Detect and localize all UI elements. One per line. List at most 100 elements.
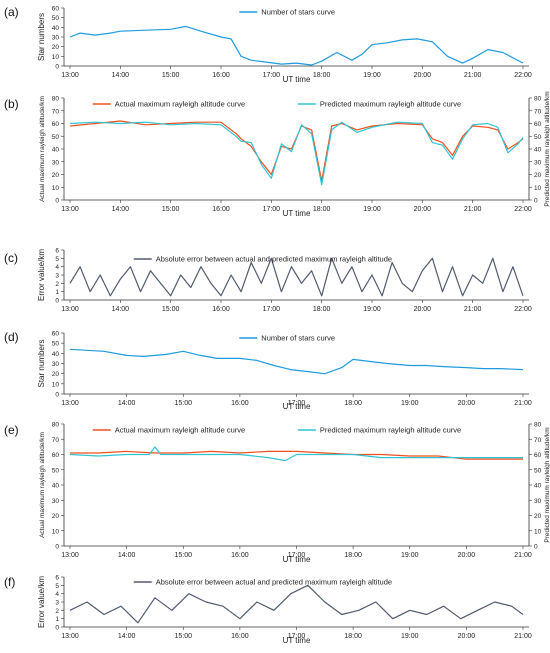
- x-tick-label: 15:00: [162, 306, 180, 313]
- y-tick-label: 0: [55, 298, 59, 305]
- y-right-tick-label: 20: [534, 513, 542, 520]
- y-right-tick-label: 80: [534, 96, 542, 103]
- x-tick-label: 18:00: [344, 633, 362, 640]
- y-axis-title: Error value/km: [37, 576, 46, 628]
- x-tick-label: 21:00: [464, 306, 482, 313]
- panel-4: 0 10 20 30 40 50 60 70 80 0 10 20 30 40 50 60 70 80 13:00 1…: [4, 422, 550, 565]
- x-tick-label: 14:00: [112, 72, 130, 79]
- y-tick-label: 70: [52, 437, 60, 444]
- y-tick-label: 30: [52, 159, 60, 166]
- x-tick-label: 20:00: [414, 306, 432, 313]
- x-tick-label: 21:00: [464, 206, 482, 213]
- panel-label: (d): [4, 330, 19, 344]
- panel-5: 0 123 456 13:00 14:00 15:00 16:00 17:00 18:00 19:…: [4, 575, 532, 646]
- panel-label: (a): [4, 5, 19, 19]
- y-tick-label: 20: [52, 172, 60, 179]
- y-right-tick-label: 20: [534, 172, 542, 179]
- legend-label: Actual maximum rayleigh altitude curve: [115, 100, 245, 109]
- y-axis-right-title: Predicted maximum rayleigh altitude/km: [544, 427, 550, 542]
- y-right-tick-label: 40: [534, 147, 542, 154]
- x-tick-label: 14:00: [118, 633, 136, 640]
- y-tick-label: 20: [52, 513, 60, 520]
- y-tick-label: 40: [52, 147, 60, 154]
- x-tick-label: 17:00: [263, 306, 281, 313]
- panel-0: 0 10 20 30 40 50 60 13:00 14:00 15:00 16:00 17:00 18…: [4, 5, 532, 84]
- legend-label: Number of stars curve: [261, 334, 335, 343]
- y-right-tick-label: 40: [534, 483, 542, 490]
- x-tick-label: 17:00: [288, 633, 306, 640]
- y-tick-label: 60: [52, 331, 60, 338]
- x-tick-label: 14:00: [112, 306, 130, 313]
- x-tick-label: 17:00: [263, 72, 281, 79]
- x-axis-title: UT time: [283, 636, 311, 645]
- legend-label: Actual maximum rayleigh altitude curve: [115, 426, 245, 435]
- x-tick-label: 13:00: [61, 206, 79, 213]
- x-tick-label: 15:00: [162, 72, 180, 79]
- y-tick-label: 10: [52, 54, 60, 61]
- y-axis-title: Star numbers: [37, 339, 46, 387]
- y-tick-label: 10: [52, 381, 60, 388]
- y-tick-label: 3: [55, 600, 59, 607]
- y-tick-label: 6: [55, 248, 59, 255]
- y-right-tick-label: 10: [534, 528, 542, 535]
- x-tick-label: 16:00: [231, 633, 249, 640]
- x-tick-label: 17:00: [288, 400, 306, 407]
- y-tick-label: 1: [55, 616, 59, 623]
- y-right-tick-label: 60: [534, 452, 542, 459]
- series-line: [69, 257, 524, 297]
- x-tick-label: 18:00: [313, 306, 331, 313]
- x-tick-label: 15:00: [174, 400, 192, 407]
- x-tick-label: 21:00: [514, 400, 532, 407]
- x-tick-label: 13:00: [61, 633, 79, 640]
- x-tick-label: 13:00: [61, 72, 79, 79]
- panel-3: 0 10 20 30 40 50 60 13:00 14:00 15:00 16:00 17:00 18…: [4, 330, 532, 411]
- x-axis-title: UT time: [283, 555, 311, 564]
- series-line: [69, 584, 524, 624]
- x-tick-label: 20:00: [458, 400, 476, 407]
- y-tick-label: 50: [52, 341, 60, 348]
- y-tick-label: 3: [55, 273, 59, 280]
- x-tick-label: 18:00: [313, 206, 331, 213]
- y-tick-label: 60: [52, 121, 60, 128]
- y-tick-label: 80: [52, 422, 60, 429]
- x-tick-label: 21:00: [514, 552, 532, 559]
- y-right-tick-label: 0: [534, 198, 538, 205]
- x-tick-label: 15:00: [174, 633, 192, 640]
- legend-label: Predicted maximum rayleigh altitude curv…: [320, 100, 461, 109]
- x-tick-label: 17:00: [263, 206, 281, 213]
- x-tick-label: 20:00: [414, 206, 432, 213]
- series-line: [69, 348, 524, 375]
- series-line: [69, 120, 524, 182]
- x-tick-label: 16:00: [212, 306, 230, 313]
- x-tick-label: 22:00: [514, 72, 532, 79]
- x-tick-label: 15:00: [174, 552, 192, 559]
- y-right-tick-label: 60: [534, 121, 542, 128]
- x-tick-label: 14:00: [118, 400, 136, 407]
- x-tick-label: 19:00: [401, 400, 419, 407]
- y-tick-label: 2: [55, 281, 59, 288]
- x-tick-label: 13:00: [61, 400, 79, 407]
- y-tick-label: 0: [55, 392, 59, 399]
- y-right-tick-label: 10: [534, 185, 542, 192]
- y-axis-title: Actual maximum rayleigh altitude/km: [39, 432, 46, 538]
- legend-label: Absolute error between actual and predic…: [156, 255, 392, 264]
- x-tick-label: 19:00: [363, 306, 381, 313]
- panel-label: (c): [4, 251, 18, 265]
- y-tick-label: 6: [55, 575, 59, 582]
- y-tick-label: 30: [52, 361, 60, 368]
- y-tick-label: 0: [55, 625, 59, 632]
- y-right-tick-label: 30: [534, 159, 542, 166]
- y-axis-title: Actual maximum rayleigh altitude/km: [39, 96, 46, 202]
- y-axis-title: Star numbers: [37, 13, 46, 61]
- panel-1: 0 10 20 30 40 50 60 70 80 0 10 20 30 40 50 60 70 80 13:00 1…: [4, 91, 550, 218]
- y-tick-label: 80: [52, 96, 60, 103]
- x-axis-title: UT time: [283, 209, 311, 218]
- panel-label: (f): [4, 575, 15, 589]
- x-tick-label: 18:00: [313, 72, 331, 79]
- y-tick-label: 5: [55, 256, 59, 263]
- y-tick-label: 40: [52, 483, 60, 490]
- legend-label: Predicted maximum rayleigh altitude curv…: [320, 426, 461, 435]
- y-tick-label: 30: [52, 498, 60, 505]
- legend-label: Absolute error between actual and predic…: [156, 578, 392, 587]
- y-tick-label: 4: [55, 264, 59, 271]
